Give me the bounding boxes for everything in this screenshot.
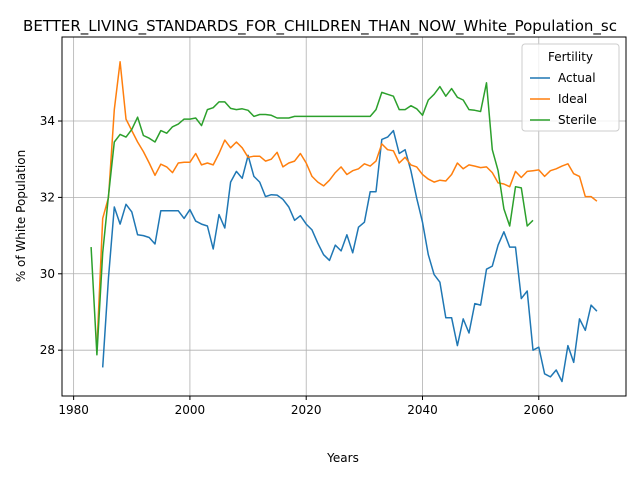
- x-axis-label: Years: [326, 451, 359, 465]
- y-axis-label: % of White Population: [14, 150, 28, 282]
- legend-label-actual: Actual: [558, 71, 596, 85]
- x-tick-label: 1980: [58, 403, 89, 417]
- series-layer: [91, 62, 597, 382]
- legend: Fertility Actual Ideal Sterile: [522, 44, 619, 131]
- ticks: 1980 2000 2020 2040 2060 28 30 32 34: [40, 114, 554, 417]
- x-tick-label: 2040: [407, 403, 438, 417]
- x-tick-label: 2060: [524, 403, 555, 417]
- series-line-actual: [103, 131, 597, 382]
- legend-label-ideal: Ideal: [558, 92, 587, 106]
- x-tick-label: 2000: [175, 403, 206, 417]
- x-tick-label: 2020: [291, 403, 322, 417]
- y-tick-label: 30: [40, 267, 55, 281]
- legend-title: Fertility: [548, 50, 593, 64]
- legend-label-sterile: Sterile: [558, 113, 597, 127]
- y-tick-label: 32: [40, 190, 55, 204]
- chart-title: BETTER_LIVING_STANDARDS_FOR_CHILDREN_THA…: [23, 17, 617, 36]
- series-line-sterile: [91, 83, 533, 355]
- y-tick-label: 28: [40, 343, 55, 357]
- y-tick-label: 34: [40, 114, 55, 128]
